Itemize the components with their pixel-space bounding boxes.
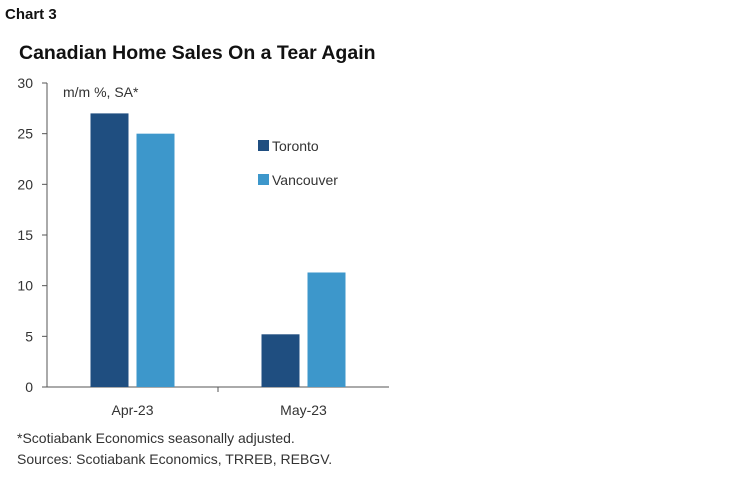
bar-toronto-apr-23	[90, 113, 129, 388]
y-tick-label: 5	[25, 328, 33, 344]
bar-toronto-may-23	[261, 334, 300, 387]
legend-swatch-toronto	[258, 140, 269, 151]
footnote-sources: Sources: Scotiabank Economics, TRREB, RE…	[17, 451, 333, 467]
legend-swatch-vancouver	[258, 174, 269, 185]
footnote-note: *Scotiabank Economics seasonally adjuste…	[17, 430, 295, 446]
y-tick-label: 30	[17, 75, 33, 91]
chart-number: Chart 3	[5, 6, 57, 23]
chart-legend: Toronto Vancouver	[258, 138, 338, 188]
legend-label-vancouver: Vancouver	[272, 172, 338, 188]
y-tick-label: 0	[25, 379, 33, 395]
y-tick-label: 20	[17, 176, 33, 192]
x-tick-label: May-23	[280, 402, 327, 418]
bar-vancouver-apr-23	[136, 133, 175, 387]
y-tick-label: 10	[17, 278, 33, 294]
y-tick-label: 25	[17, 126, 33, 142]
legend-label-toronto: Toronto	[272, 138, 319, 154]
y-axis-label: m/m %, SA*	[63, 84, 139, 100]
y-tick-label: 15	[17, 227, 33, 243]
chart-bars	[90, 113, 346, 388]
chart-labels: 0 5 10 15 20 25 30 Apr-23 May-23 m/m %, SA*	[17, 75, 327, 418]
chart-title: Canadian Home Sales On a Tear Again	[19, 42, 376, 64]
bar-vancouver-may-23	[307, 272, 346, 387]
x-tick-label: Apr-23	[111, 402, 153, 418]
